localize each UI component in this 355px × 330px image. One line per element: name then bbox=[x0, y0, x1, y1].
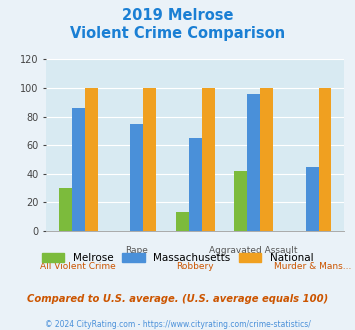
Bar bbox=[202, 88, 214, 231]
Bar bbox=[319, 88, 332, 231]
Bar bbox=[143, 88, 156, 231]
Bar bbox=[85, 88, 98, 231]
Text: Compared to U.S. average. (U.S. average equals 100): Compared to U.S. average. (U.S. average … bbox=[27, 294, 328, 304]
Bar bbox=[189, 138, 202, 231]
Bar bbox=[176, 213, 189, 231]
Text: Robbery: Robbery bbox=[176, 262, 214, 271]
Legend: Melrose, Massachusetts, National: Melrose, Massachusetts, National bbox=[37, 248, 318, 267]
Text: Rape: Rape bbox=[125, 246, 148, 255]
Bar bbox=[72, 108, 85, 231]
Bar bbox=[306, 167, 319, 231]
Bar bbox=[234, 171, 247, 231]
Text: 2019 Melrose: 2019 Melrose bbox=[122, 8, 233, 23]
Text: All Violent Crime: All Violent Crime bbox=[40, 262, 116, 271]
Bar bbox=[59, 188, 72, 231]
Bar bbox=[130, 124, 143, 231]
Text: © 2024 CityRating.com - https://www.cityrating.com/crime-statistics/: © 2024 CityRating.com - https://www.city… bbox=[45, 320, 310, 329]
Text: Aggravated Assault: Aggravated Assault bbox=[209, 246, 298, 255]
Bar bbox=[247, 94, 260, 231]
Bar bbox=[260, 88, 273, 231]
Text: Violent Crime Comparison: Violent Crime Comparison bbox=[70, 26, 285, 41]
Text: Murder & Mans...: Murder & Mans... bbox=[273, 262, 351, 271]
